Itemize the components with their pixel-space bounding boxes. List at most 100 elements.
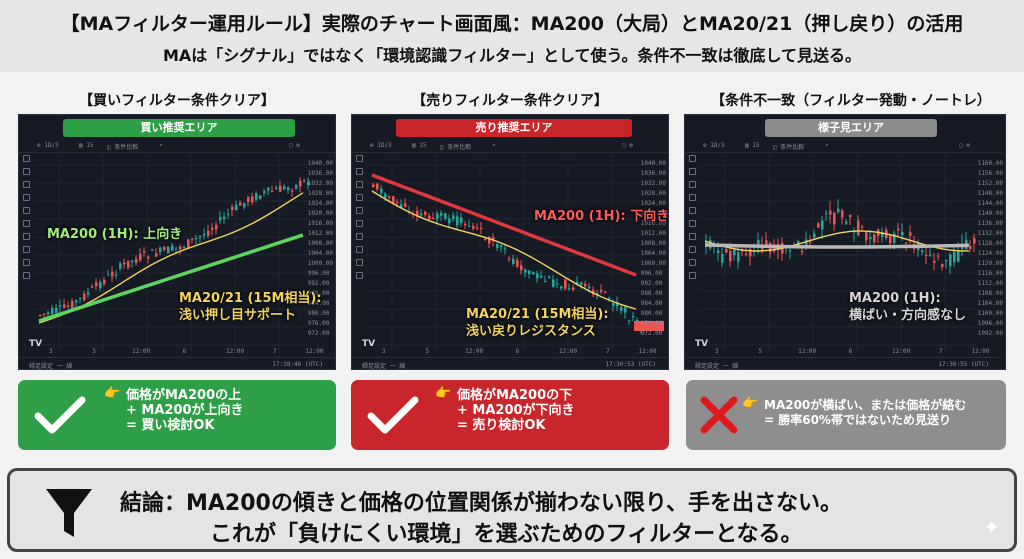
candle-body (159, 247, 162, 253)
panel-title-sell: 【売りフィルター条件クリア】 (412, 93, 608, 109)
candle-body (969, 246, 972, 249)
candle-body (83, 293, 86, 301)
page-title: 【MAフィルター運用ルール】実際のチャート画面風：MA200（大局）とMA20/… (60, 13, 964, 35)
candle-body (432, 218, 435, 220)
candle-body (55, 307, 58, 313)
candle-body (949, 254, 952, 267)
drawing-toolbar[interactable] (354, 155, 366, 285)
candle-body (388, 196, 391, 198)
candle-body (721, 254, 724, 263)
candle-body (440, 212, 443, 216)
candle-body (428, 215, 431, 220)
candle-body (235, 204, 238, 210)
candle-body (287, 187, 290, 191)
annotation-ma200-sell: MA200 (1H): 下向き (534, 209, 669, 224)
candle-body (175, 247, 178, 249)
candle-body (600, 289, 603, 292)
candle-body (624, 307, 627, 313)
candle-body (187, 239, 190, 248)
candle-body (909, 232, 912, 236)
status-box-wait: 👉 MA200が横ばい、または価格が絡む = 勝率60%帯ではないため見送り (686, 380, 1006, 450)
candle-body (376, 183, 379, 190)
candle-body (568, 288, 571, 290)
annotation-ma20-sell-1: MA20/21 (15M相当): (466, 307, 609, 322)
candle-body (199, 235, 202, 237)
drawing-toolbar[interactable] (21, 155, 33, 285)
candle-body (957, 250, 960, 262)
candle-body (745, 253, 748, 255)
candle-body (973, 238, 976, 244)
annotation-ma20-sell-2: 浅い戻りレジスタンス (466, 324, 596, 339)
candle-body (171, 245, 174, 251)
chart-sell[interactable]: 売り推奨エリア ⊕ 1D/3 ▥ 15 ◫ 条件比較 ↶ ▢ ⚙ 1040.00 1036… (351, 114, 669, 370)
candle-body (849, 214, 852, 218)
candle-body (941, 263, 944, 267)
chart-sell-svg (366, 155, 664, 351)
candle-body (392, 196, 395, 203)
candle-body (620, 307, 623, 311)
chart-toolbar: ⊕ 1D/3 ▥ 15 ◫ 条件比較 ↶ ▢ ⚙ (352, 139, 668, 153)
candle-body (865, 232, 868, 241)
candle-body (929, 254, 932, 257)
candle-body (267, 187, 270, 191)
candle-body (103, 279, 106, 284)
tradingview-logo: TV (362, 339, 376, 349)
candle-body (444, 213, 447, 219)
candle-body (135, 258, 138, 263)
candle-body (572, 287, 575, 290)
ma200-line (704, 243, 970, 249)
candle-body (901, 231, 904, 236)
candle-body (243, 202, 246, 208)
candle-body (167, 246, 170, 254)
chart-footer: 緑足設定 一 線 17:30:53 (UTC) (352, 357, 668, 369)
candle-body (897, 228, 900, 231)
annotation-ma200-wait-1: MA200 (1H): (849, 291, 941, 306)
candle-body (456, 216, 459, 226)
chart-buy[interactable]: 買い推奨エリア ⊕ 1D/3 ▥ 15 ◫ 条件比較 ↶ ▢ ⚙ 1040.00 1036… (18, 114, 336, 370)
candle-body (143, 251, 146, 253)
candle-body (717, 250, 720, 253)
candle-body (251, 196, 254, 203)
candle-body (39, 314, 42, 316)
price-axis: 1040.00 1036.00 1032.00 1028.00 1024.00 1020.… (307, 160, 333, 337)
candle-body (255, 193, 258, 200)
candle-body (737, 252, 740, 262)
candle-body (464, 223, 467, 225)
candle-body (147, 256, 150, 259)
time-axis: 3 5 12:00 6 12:00 7 12:00 (715, 348, 990, 355)
drawing-toolbar[interactable] (687, 155, 699, 285)
candle-body (821, 220, 824, 230)
candle-body (239, 202, 242, 206)
candle-body (616, 302, 619, 307)
candle-body (207, 230, 210, 236)
conclusion-line-1: 結論：MA200の傾きと価格の位置関係が揃わない限り、手を出さない。 (120, 491, 842, 516)
candle-body (516, 260, 519, 267)
candle-body (504, 248, 507, 250)
pointing-hand-icon: 👉 (435, 386, 452, 401)
candle-body (580, 282, 583, 285)
chart-wait[interactable]: 様子見エリア ⊕ 1D/3 ▥ 15 ◫ 条件比較 ↶ ▢ ⚙ 1160.00 1156.… (684, 114, 1006, 370)
candle-body (937, 255, 940, 257)
candle-body (404, 203, 407, 207)
candle-body (725, 248, 728, 253)
candle-body (512, 258, 515, 265)
candle-body (279, 185, 282, 192)
candle-body (857, 220, 860, 236)
candle-body (283, 186, 286, 189)
chart-toolbar: ⊕ 1D/3 ▥ 15 ◫ 条件比較 ↶ ▢ ⚙ (19, 139, 335, 153)
candle-body (303, 180, 306, 182)
banner-sell: 売り推奨エリア (396, 119, 632, 137)
candle-body (111, 271, 114, 277)
candle-body (921, 250, 924, 253)
tradingview-logo: TV (695, 339, 709, 349)
chart-footer: 緑足設定 一 線 17:38:46 (UTC) (19, 357, 335, 369)
time-axis: 3 5 12:00 6 12:00 7 12:00 (382, 348, 657, 355)
candle-body (873, 234, 876, 243)
candle-body (508, 258, 511, 260)
tradingview-logo: TV (29, 339, 43, 349)
candle-body (741, 250, 744, 252)
candle-body (608, 298, 611, 300)
ma200-line (371, 173, 637, 277)
candle-body (420, 213, 423, 216)
candle-body (452, 215, 455, 220)
